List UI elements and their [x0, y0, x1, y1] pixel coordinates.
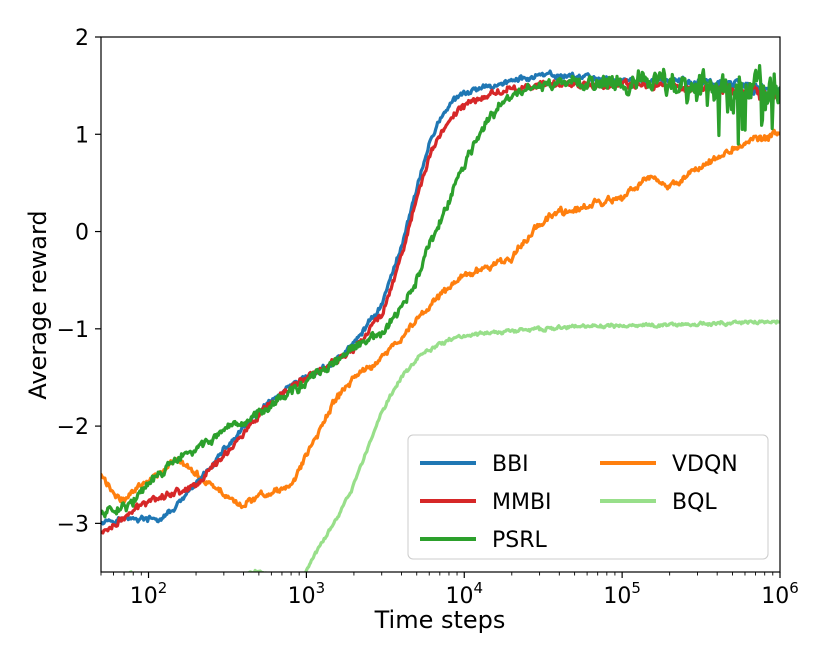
- legend-entry-mmbi: MMBI: [420, 490, 552, 515]
- x-tick-label: 102: [130, 579, 168, 609]
- legend-label: MMBI: [492, 490, 552, 515]
- legend-label: VDQN: [672, 452, 738, 477]
- series-layer: [101, 63, 780, 572]
- series-line-vdqn: [101, 128, 780, 510]
- legend-entry-bql: BQL: [600, 490, 717, 515]
- y-tick-label: 2: [75, 26, 89, 51]
- y-tick-label: 0: [75, 221, 89, 246]
- x-tick-base: 10: [761, 584, 789, 609]
- legend-label: BBI: [492, 452, 529, 477]
- x-tick-exponent: 6: [789, 579, 799, 597]
- x-tick-label: 106: [761, 579, 799, 609]
- y-tick-label: −2: [57, 415, 89, 440]
- series-line-psrl: [101, 63, 780, 519]
- legend-label: BQL: [672, 490, 717, 515]
- x-axis: 102 103 104 105 106: [100, 572, 799, 609]
- x-tick-exponent: 3: [316, 579, 326, 597]
- x-tick-label: 103: [288, 579, 326, 609]
- series-line-bql: [128, 319, 780, 572]
- legend-entry-psrl: PSRL: [420, 528, 548, 553]
- y-axis-title: Average reward: [24, 210, 52, 399]
- legend: BBI MMBI PSRL VDQN BQL: [407, 434, 769, 560]
- y-tick-label: 1: [75, 123, 89, 148]
- y-axis: 2 1 0 −1 −2 −3: [57, 26, 101, 537]
- x-axis-title: Time steps: [374, 606, 506, 634]
- x-tick-exponent: 4: [473, 579, 483, 597]
- legend-box: [407, 434, 769, 560]
- x-tick-label: 105: [603, 579, 641, 609]
- plot-frame: [100, 36, 781, 573]
- y-tick-label: −1: [57, 318, 89, 343]
- legend-entry-vdqn: VDQN: [600, 452, 738, 477]
- y-tick-label: −3: [57, 512, 89, 537]
- x-tick-base: 10: [130, 584, 158, 609]
- legend-entry-bbi: BBI: [420, 452, 529, 477]
- x-tick-exponent: 2: [158, 579, 168, 597]
- x-tick-base: 10: [603, 584, 631, 609]
- x-tick-base: 10: [445, 584, 473, 609]
- x-tick-exponent: 5: [631, 579, 641, 597]
- legend-label: PSRL: [492, 528, 548, 553]
- x-tick-label: 104: [445, 579, 483, 609]
- x-tick-base: 10: [288, 584, 316, 609]
